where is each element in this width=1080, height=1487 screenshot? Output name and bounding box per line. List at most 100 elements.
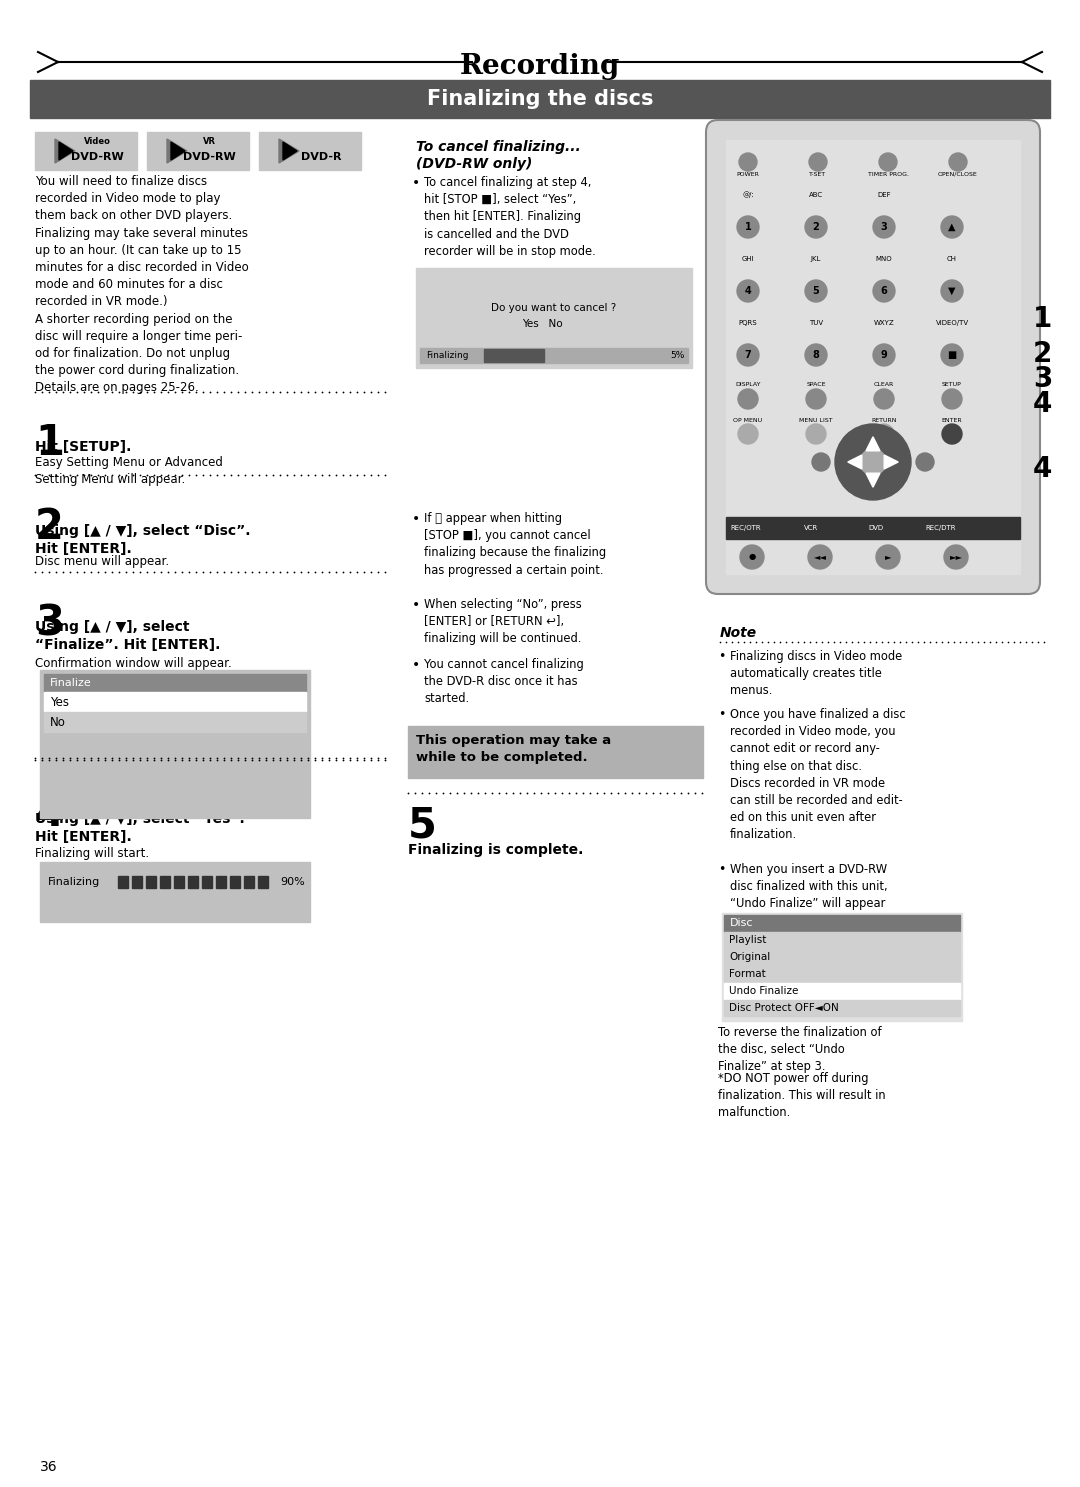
- Text: If ⓧ appear when hitting
[STOP ■], you cannot cancel
finalizing because the fina: If ⓧ appear when hitting [STOP ■], you c…: [424, 512, 606, 577]
- Bar: [724, 932, 960, 949]
- Text: Recording: Recording: [460, 54, 620, 80]
- Bar: [726, 140, 1020, 574]
- Polygon shape: [866, 437, 880, 451]
- Text: 9: 9: [880, 349, 888, 360]
- Bar: [35, 132, 137, 170]
- Text: CH: CH: [947, 256, 957, 262]
- Bar: [408, 132, 703, 503]
- Text: OP MENU: OP MENU: [733, 418, 762, 422]
- Text: MENU LIST: MENU LIST: [799, 418, 833, 422]
- Bar: [724, 983, 960, 999]
- Text: TIMER PROG.: TIMER PROG.: [867, 171, 908, 177]
- Text: PQRS: PQRS: [739, 320, 757, 326]
- Circle shape: [739, 153, 757, 171]
- Text: Undo Finalize: Undo Finalize: [729, 986, 798, 996]
- Text: 3: 3: [35, 602, 64, 644]
- Text: RETURN: RETURN: [872, 418, 896, 422]
- Text: •: •: [411, 598, 420, 613]
- Text: DEF: DEF: [877, 192, 891, 198]
- Text: Finalize: Finalize: [50, 678, 92, 688]
- Bar: [408, 726, 703, 778]
- Text: SETUP: SETUP: [942, 382, 962, 388]
- Bar: [160, 876, 170, 888]
- FancyBboxPatch shape: [706, 120, 1040, 593]
- Bar: [30, 80, 1050, 117]
- Bar: [146, 876, 156, 888]
- Circle shape: [805, 216, 827, 238]
- Text: Disc Protect OFF◄ON: Disc Protect OFF◄ON: [729, 1004, 839, 1013]
- Circle shape: [941, 343, 963, 366]
- Circle shape: [873, 343, 895, 366]
- Circle shape: [805, 280, 827, 302]
- Text: Finalizing: Finalizing: [426, 351, 469, 360]
- Text: Using [▲ / ▼], select “Disc”.
Hit [ENTER].: Using [▲ / ▼], select “Disc”. Hit [ENTER…: [35, 523, 251, 556]
- Text: ►: ►: [885, 553, 891, 562]
- Bar: [724, 949, 960, 965]
- Polygon shape: [885, 455, 899, 468]
- Bar: [36, 132, 136, 170]
- Text: ◄◄: ◄◄: [813, 553, 826, 562]
- Circle shape: [941, 280, 963, 302]
- Text: OPEN/CLOSE: OPEN/CLOSE: [939, 171, 977, 177]
- Text: SPACE: SPACE: [807, 382, 826, 388]
- Circle shape: [874, 390, 894, 409]
- Text: 1: 1: [1032, 305, 1052, 333]
- Bar: [44, 691, 306, 712]
- Text: •: •: [718, 708, 726, 721]
- Text: ▼: ▼: [948, 286, 956, 296]
- Bar: [244, 876, 254, 888]
- Bar: [230, 876, 240, 888]
- Circle shape: [949, 153, 967, 171]
- Text: 2: 2: [1032, 341, 1052, 367]
- Text: DVD-RW: DVD-RW: [183, 152, 235, 162]
- Text: This operation may take a
while to be completed.: This operation may take a while to be co…: [416, 735, 611, 764]
- Bar: [723, 915, 961, 1020]
- Polygon shape: [866, 473, 880, 488]
- Bar: [723, 913, 962, 1022]
- Text: To cancel finalizing at step 4,
hit [STOP ■], select “Yes”,
then hit [ENTER]. Fi: To cancel finalizing at step 4, hit [STO…: [424, 175, 596, 257]
- Circle shape: [916, 454, 934, 471]
- Text: VIDEO/TV: VIDEO/TV: [935, 320, 969, 326]
- Circle shape: [944, 546, 968, 570]
- Bar: [712, 619, 1054, 1068]
- Text: To reverse the finalization of
the disc, select “Undo
Finalize” at step 3.: To reverse the finalization of the disc,…: [718, 1026, 881, 1074]
- Text: JKL: JKL: [811, 256, 821, 262]
- Text: •: •: [718, 650, 726, 663]
- Text: •: •: [411, 175, 420, 190]
- Bar: [132, 876, 141, 888]
- Text: 8: 8: [812, 349, 820, 360]
- Circle shape: [879, 153, 897, 171]
- Text: •: •: [411, 659, 420, 672]
- Bar: [44, 674, 306, 691]
- Bar: [40, 862, 310, 922]
- Polygon shape: [283, 141, 297, 161]
- Text: 4: 4: [35, 793, 64, 836]
- Text: 3: 3: [880, 222, 888, 232]
- Polygon shape: [848, 455, 862, 468]
- Text: DVD-RW: DVD-RW: [70, 152, 123, 162]
- Bar: [202, 876, 212, 888]
- Bar: [416, 268, 692, 367]
- Text: Once you have finalized a disc
recorded in Video mode, you
cannot edit or record: Once you have finalized a disc recorded …: [730, 708, 906, 842]
- Bar: [726, 517, 1020, 538]
- Bar: [408, 132, 703, 503]
- Text: Finalizing the discs: Finalizing the discs: [427, 89, 653, 109]
- Text: 7: 7: [744, 349, 752, 360]
- Bar: [216, 876, 226, 888]
- Bar: [44, 712, 306, 732]
- Circle shape: [942, 390, 962, 409]
- Text: ►►: ►►: [949, 553, 962, 562]
- Bar: [417, 269, 691, 367]
- Circle shape: [808, 546, 832, 570]
- Text: 5: 5: [408, 804, 437, 848]
- Text: ▲: ▲: [948, 222, 956, 232]
- Text: (DVD-RW only): (DVD-RW only): [416, 158, 532, 171]
- Text: Hit [SETUP].: Hit [SETUP].: [35, 440, 132, 454]
- Text: Disc menu will appear.: Disc menu will appear.: [35, 555, 170, 568]
- Text: Easy Setting Menu or Advanced
Setting Menu will appear.: Easy Setting Menu or Advanced Setting Me…: [35, 457, 222, 486]
- Text: •: •: [411, 512, 420, 526]
- Text: Yes   No: Yes No: [522, 320, 563, 329]
- Text: Playlist: Playlist: [729, 935, 767, 946]
- Text: 4: 4: [1032, 390, 1052, 418]
- Text: REC/OTR: REC/OTR: [731, 525, 761, 531]
